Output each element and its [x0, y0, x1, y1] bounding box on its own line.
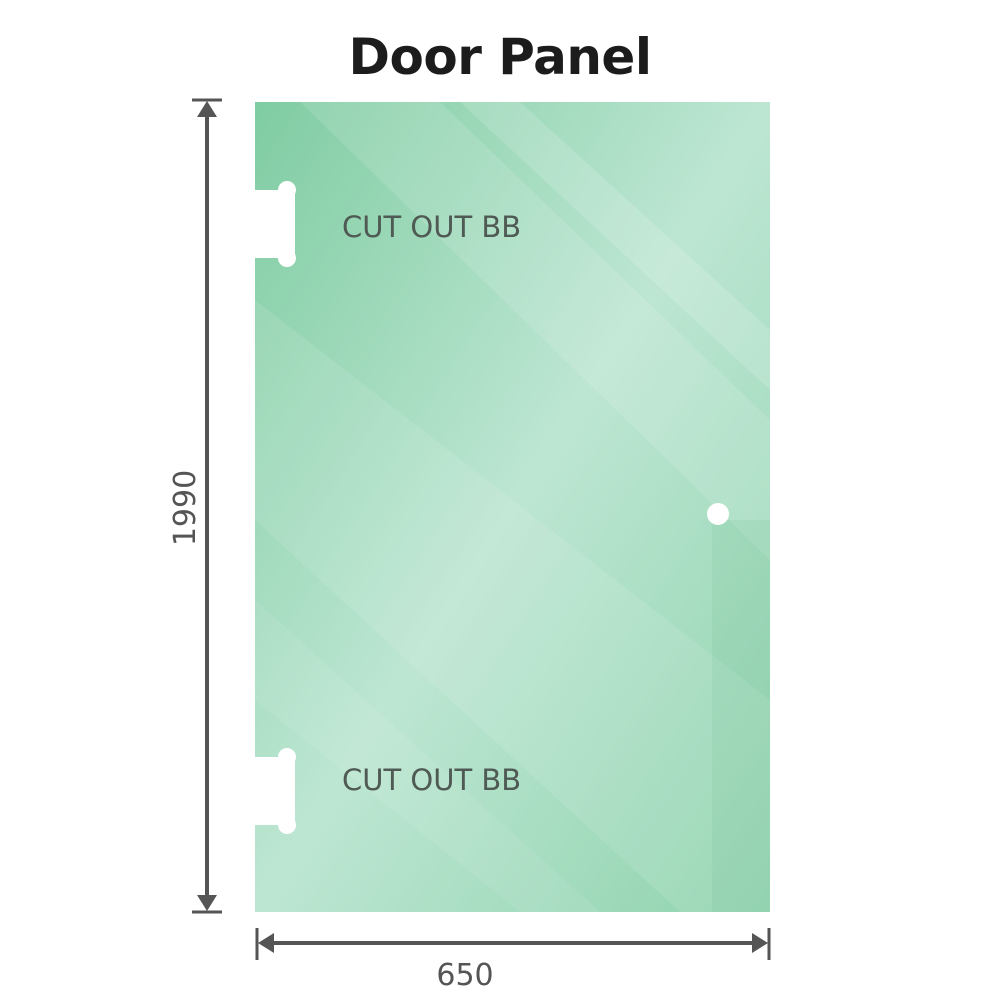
cutout-label-top: CUT OUT BB — [342, 210, 521, 244]
cutout-top — [250, 181, 296, 267]
cutout-label-bottom: CUT OUT BB — [342, 763, 521, 797]
handle-hole — [707, 503, 729, 525]
width-label: 650 — [436, 958, 493, 993]
cutout-bottom — [250, 748, 296, 834]
diagram-title: Door Panel — [348, 28, 652, 86]
glass-reflections — [255, 102, 770, 912]
height-label: 1990 — [168, 470, 203, 546]
width-dimension — [255, 928, 771, 960]
glass-panel — [255, 102, 770, 912]
height-dimension — [192, 98, 222, 914]
